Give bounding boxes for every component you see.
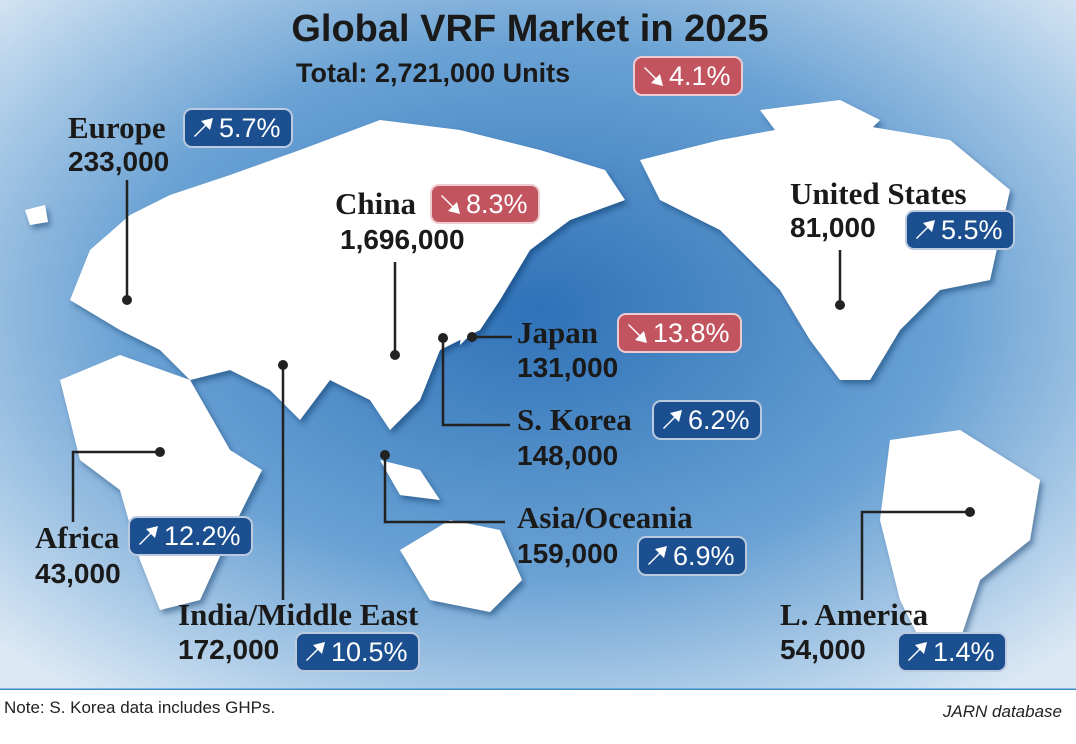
trend-arrow bbox=[194, 118, 213, 137]
region-value: 131,000 bbox=[517, 352, 619, 383]
region-name: L. America bbox=[780, 597, 929, 632]
trend-arrow bbox=[644, 67, 663, 86]
trend-arrow bbox=[916, 220, 935, 239]
trend-arrow bbox=[908, 642, 927, 661]
change-badge: 1.4% bbox=[897, 632, 1007, 672]
trend-arrow bbox=[663, 410, 682, 429]
change-badge: 5.5% bbox=[905, 210, 1015, 250]
region-name: Japan bbox=[517, 315, 598, 350]
change-badge: 12.2% bbox=[128, 516, 253, 556]
trend-arrow bbox=[306, 642, 325, 661]
change-text: 6.9% bbox=[673, 540, 735, 571]
title: Global VRF Market in 2025 bbox=[291, 8, 769, 50]
change-badge: 8.3% bbox=[430, 184, 540, 224]
change-badge: 4.1% bbox=[633, 56, 743, 96]
region-name: S. Korea bbox=[517, 402, 632, 437]
change-badge: 5.7% bbox=[183, 108, 293, 148]
note: Note: S. Korea data includes GHPs. bbox=[4, 698, 276, 717]
total-label: Total: 2,721,000 Units bbox=[296, 58, 571, 88]
region-name: Asia/Oceania bbox=[517, 500, 693, 535]
source: JARN database bbox=[942, 702, 1062, 721]
trend-arrow bbox=[139, 526, 158, 545]
change-text: 5.7% bbox=[219, 112, 281, 143]
change-badge: 6.9% bbox=[637, 536, 747, 576]
trend-arrow bbox=[648, 546, 667, 565]
change-text: 12.2% bbox=[164, 520, 241, 551]
change-text: 4.1% bbox=[669, 60, 731, 91]
change-text: 13.8% bbox=[653, 317, 730, 348]
change-text: 10.5% bbox=[331, 636, 408, 667]
region-value: 43,000 bbox=[35, 558, 121, 589]
region-name: Africa bbox=[35, 520, 120, 555]
leader-dots bbox=[122, 295, 975, 517]
change-badge: 13.8% bbox=[617, 313, 742, 353]
trend-arrow bbox=[441, 195, 460, 214]
region-name: Europe bbox=[68, 110, 166, 145]
region-name: China bbox=[335, 186, 416, 221]
trend-arrow bbox=[628, 324, 647, 343]
change-text: 1.4% bbox=[933, 636, 995, 667]
change-text: 8.3% bbox=[466, 188, 528, 219]
region-value: 81,000 bbox=[790, 212, 876, 243]
leader-lines bbox=[71, 180, 970, 600]
map bbox=[0, 0, 1076, 690]
change-badge: 6.2% bbox=[652, 400, 762, 440]
region-name: United States bbox=[790, 176, 967, 211]
region-value: 54,000 bbox=[780, 634, 866, 665]
region-value: 148,000 bbox=[517, 440, 619, 471]
region-value: 172,000 bbox=[178, 634, 280, 665]
change-text: 6.2% bbox=[688, 404, 750, 435]
region-value: 233,000 bbox=[68, 146, 170, 177]
region-value: 159,000 bbox=[517, 538, 619, 569]
change-badge: 10.5% bbox=[295, 632, 420, 672]
region-value: 1,696,000 bbox=[340, 224, 465, 255]
region-name: India/Middle East bbox=[178, 597, 419, 632]
change-text: 5.5% bbox=[941, 214, 1003, 245]
